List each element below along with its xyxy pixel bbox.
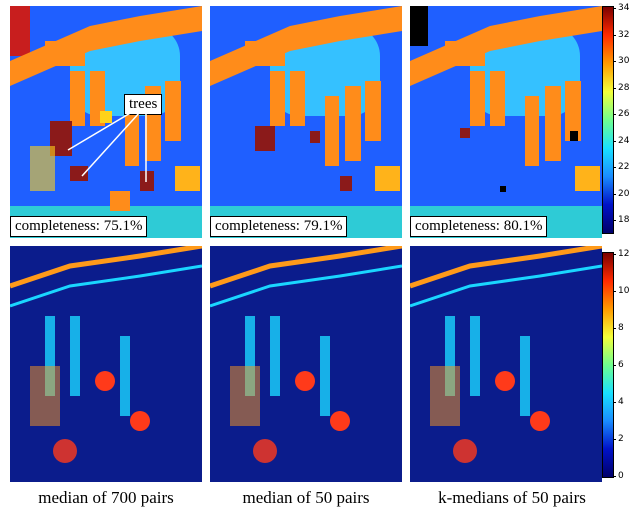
- colorbar-tick-mark: [613, 365, 616, 366]
- colorbar-tick-mark: [613, 34, 616, 36]
- colorbar-tick-label: 10: [618, 286, 630, 296]
- colorbar-tick-label: 22: [618, 162, 630, 172]
- height-map-panel-3: [410, 6, 602, 238]
- trees-annotation: trees: [124, 94, 163, 115]
- error-map-panel-3: [410, 246, 602, 482]
- colorbar-tick-label: 18: [618, 215, 630, 225]
- error-map-panel-2: [210, 246, 402, 482]
- colorbar-tick-mark: [613, 167, 616, 168]
- height-map-panel-2: [210, 6, 402, 238]
- colorbar-tick-mark: [613, 254, 616, 255]
- colorbar-tick-mark: [613, 439, 616, 440]
- colorbar-tick-mark: [613, 193, 616, 195]
- colorbar-tick-mark: [613, 402, 616, 403]
- colorbar-tick-label: 8: [618, 323, 624, 333]
- height-colorbar: [602, 6, 614, 234]
- trees-pointer-lines: [67, 111, 147, 182]
- colorbar-tick-mark: [613, 476, 616, 477]
- colorbar-tick-label: 30: [618, 56, 630, 66]
- colorbar-tick-mark: [613, 328, 616, 329]
- colorbar-tick-label: 32: [618, 29, 630, 40]
- completeness-label-3: completeness: 80.1%: [410, 216, 548, 237]
- colorbar-tick-label: 28: [618, 82, 630, 93]
- caption-2: median of 50 pairs: [242, 488, 370, 507]
- colorbar-tick-mark: [613, 87, 616, 89]
- colorbar-tick-mark: [613, 8, 616, 9]
- colorbar-tick-label: 34: [618, 3, 630, 13]
- colorbar-tick-mark: [613, 220, 616, 221]
- colorbar-tick-label: 24: [618, 135, 630, 146]
- colorbar-tick-mark: [613, 140, 616, 142]
- colorbar-tick-label: 0: [618, 471, 624, 481]
- completeness-label-1: completeness: 75.1%: [10, 216, 148, 237]
- error-map-panel-1: [10, 246, 202, 482]
- colorbar-tick-label: 4: [618, 397, 624, 407]
- colorbar-tick-label: 2: [618, 434, 624, 444]
- colorbar-tick-mark: [613, 291, 616, 292]
- colorbar-tick-label: 6: [618, 360, 624, 370]
- colorbar-tick-mark: [613, 61, 616, 62]
- colorbar-tick-label: 12: [618, 249, 630, 259]
- colorbar-tick-label: 20: [618, 188, 630, 199]
- caption-3: k-medians of 50 pairs: [438, 488, 586, 507]
- completeness-label-2: completeness: 79.1%: [210, 216, 348, 237]
- caption-1: median of 700 pairs: [38, 488, 174, 507]
- colorbar-tick-label: 26: [618, 109, 630, 119]
- colorbar-tick-mark: [613, 114, 616, 115]
